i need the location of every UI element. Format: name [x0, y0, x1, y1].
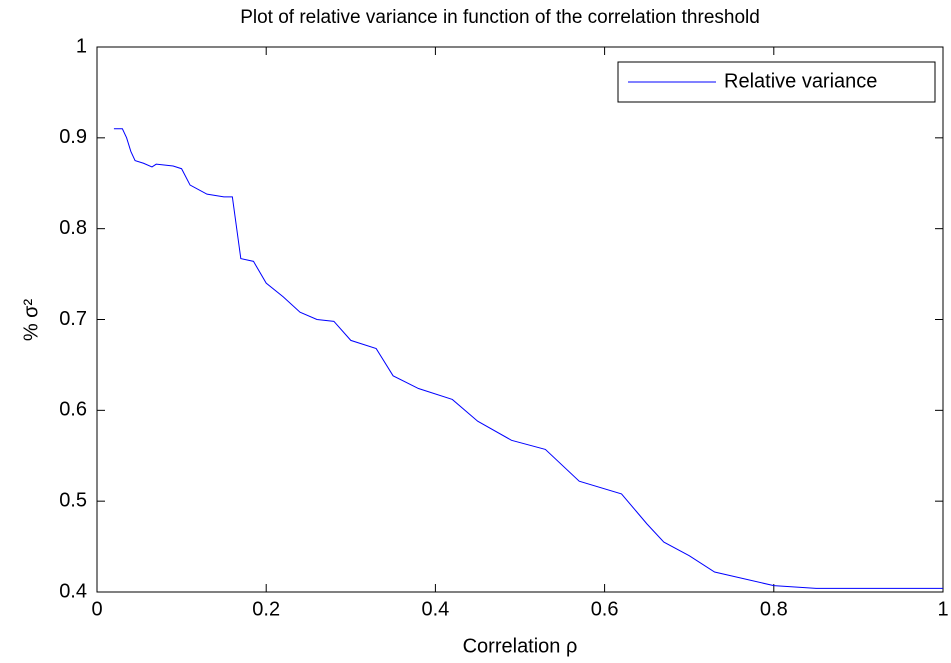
plot-area — [96, 46, 944, 593]
y-tick-label: 0.5 — [59, 489, 87, 511]
y-tick-label: 1 — [76, 35, 87, 57]
x-axis-label: Correlation ρ — [463, 635, 578, 657]
y-axis-label: % σ² — [20, 298, 42, 341]
x-tick-label: 0.4 — [421, 598, 449, 620]
y-tick-label: 0.9 — [59, 126, 87, 148]
x-tick-label: 0.6 — [591, 598, 619, 620]
y-tick-label: 0.7 — [59, 308, 87, 330]
data-line — [113, 128, 943, 589]
x-tick-label: 0 — [91, 598, 102, 620]
x-tick-label: 0.2 — [252, 598, 280, 620]
y-tick-label: 0.4 — [59, 580, 87, 602]
y-tick-label: 0.8 — [59, 217, 87, 239]
legend-label: Relative variance — [724, 70, 877, 92]
chart-title: Plot of relative variance in function of… — [240, 7, 760, 28]
y-tick-label: 0.6 — [59, 399, 87, 421]
x-tick-label: 1 — [937, 598, 948, 620]
x-tick-label: 0.8 — [760, 598, 788, 620]
